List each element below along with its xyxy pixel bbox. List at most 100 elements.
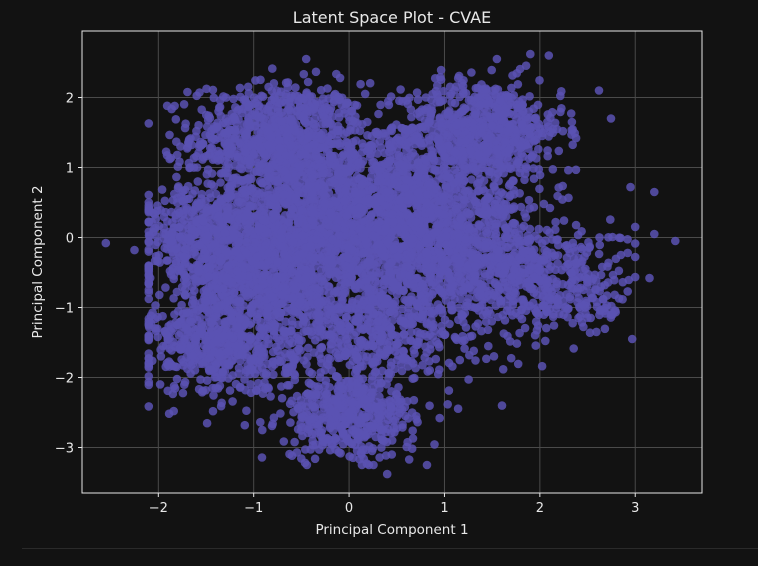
data-point <box>194 384 204 394</box>
data-point <box>498 110 508 119</box>
data-point <box>482 88 491 97</box>
data-point <box>269 79 279 88</box>
data-point <box>251 98 260 108</box>
data-point <box>281 89 291 99</box>
data-point <box>361 412 370 422</box>
data-point <box>450 98 460 108</box>
data-point <box>245 156 254 165</box>
data-point <box>356 79 365 89</box>
data-point <box>487 121 497 131</box>
data-point <box>188 323 197 332</box>
data-point <box>144 323 154 332</box>
data-point <box>209 93 219 103</box>
data-point <box>230 113 239 122</box>
data-point <box>375 413 384 423</box>
data-point <box>212 123 222 132</box>
data-point <box>525 113 534 122</box>
data-point <box>190 286 199 295</box>
data-point <box>180 380 189 390</box>
data-point <box>335 73 345 83</box>
data-point <box>507 83 516 93</box>
data-point <box>554 146 564 156</box>
data-point <box>491 84 500 94</box>
data-point <box>568 125 577 134</box>
data-point <box>168 389 178 399</box>
data-point <box>564 193 573 203</box>
data-point <box>218 368 227 377</box>
data-point <box>458 107 468 116</box>
data-point <box>221 93 231 102</box>
data-point <box>316 85 326 95</box>
data-point <box>266 392 275 401</box>
data-point <box>257 112 266 121</box>
data-point <box>322 438 331 447</box>
data-point <box>277 117 286 126</box>
data-point <box>172 150 182 160</box>
data-point <box>314 445 324 454</box>
data-point <box>513 80 523 89</box>
data-point <box>498 365 508 374</box>
data-point <box>496 95 505 105</box>
data-point <box>505 124 515 134</box>
data-point <box>331 246 341 255</box>
data-point <box>454 71 464 81</box>
data-point <box>487 65 497 75</box>
data-point <box>490 182 499 191</box>
data-point <box>566 109 576 118</box>
data-point <box>274 136 284 145</box>
data-point <box>273 181 282 191</box>
data-point <box>436 65 446 75</box>
data-point <box>202 84 211 94</box>
data-point <box>215 348 224 358</box>
data-point <box>284 97 294 106</box>
data-point <box>312 97 322 107</box>
data-point <box>408 434 418 443</box>
data-point <box>529 202 539 212</box>
data-point <box>445 91 455 100</box>
data-point <box>193 177 203 186</box>
data-point <box>242 132 252 142</box>
data-point <box>518 107 528 116</box>
data-point <box>308 401 317 410</box>
data-point <box>157 185 167 194</box>
data-point <box>190 298 200 308</box>
data-point <box>415 112 425 121</box>
data-point <box>244 117 254 127</box>
data-point <box>484 341 493 351</box>
data-point <box>303 77 313 87</box>
data-point <box>551 217 560 227</box>
data-point <box>172 374 182 384</box>
data-point <box>452 113 462 123</box>
data-point <box>413 95 423 104</box>
data-point <box>339 420 349 430</box>
data-point <box>430 440 439 449</box>
data-point <box>144 334 154 344</box>
data-point <box>217 398 226 408</box>
data-point <box>517 120 527 129</box>
data-point <box>202 418 212 428</box>
data-point <box>489 352 499 361</box>
data-point <box>281 123 291 133</box>
data-point <box>208 406 218 416</box>
data-point <box>346 106 356 116</box>
data-point <box>353 416 362 425</box>
data-point <box>216 111 226 121</box>
data-point <box>155 380 165 389</box>
data-point <box>229 94 238 104</box>
data-point <box>244 88 254 98</box>
data-point <box>544 51 554 60</box>
data-point <box>221 119 230 128</box>
data-point <box>326 269 336 279</box>
data-point <box>253 274 262 284</box>
data-point <box>529 174 539 183</box>
data-point <box>338 428 348 438</box>
data-point <box>226 149 235 159</box>
data-point <box>213 146 223 156</box>
data-point <box>247 140 256 149</box>
data-point <box>281 78 291 88</box>
data-point <box>365 78 375 88</box>
data-point <box>307 92 317 101</box>
data-point <box>209 182 219 191</box>
data-point <box>170 310 179 319</box>
data-point <box>336 377 346 387</box>
